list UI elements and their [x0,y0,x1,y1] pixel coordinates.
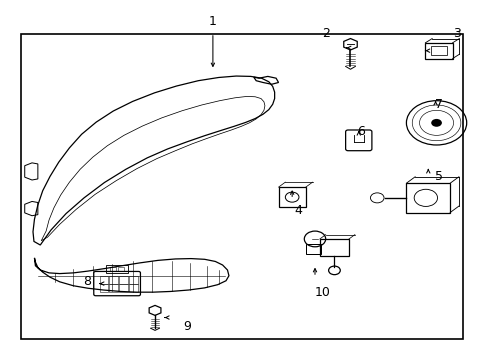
Bar [106,265,127,273]
Text: 7: 7 [434,99,442,112]
Text: 6: 6 [357,125,365,138]
Text: 2: 2 [321,27,329,40]
Bar [100,276,108,284]
Text: 5: 5 [434,170,442,183]
Text: 8: 8 [83,275,91,288]
Bar [119,276,127,284]
Bar [319,239,348,256]
Bar [21,33,462,339]
Bar [128,284,137,292]
Bar [110,267,116,271]
Text: 9: 9 [183,320,191,333]
Bar [305,244,320,254]
Bar [119,284,127,292]
Bar [118,267,123,271]
Text: 3: 3 [452,27,460,40]
Bar [430,46,446,55]
Bar [406,183,449,212]
Bar [100,284,108,292]
Text: 4: 4 [293,204,301,217]
Bar [109,284,118,292]
Bar [128,276,137,284]
Bar [278,187,305,207]
Text: 10: 10 [314,286,329,299]
Bar [425,43,452,59]
Text: 1: 1 [208,14,216,27]
Bar [109,276,118,284]
Circle shape [430,119,441,127]
